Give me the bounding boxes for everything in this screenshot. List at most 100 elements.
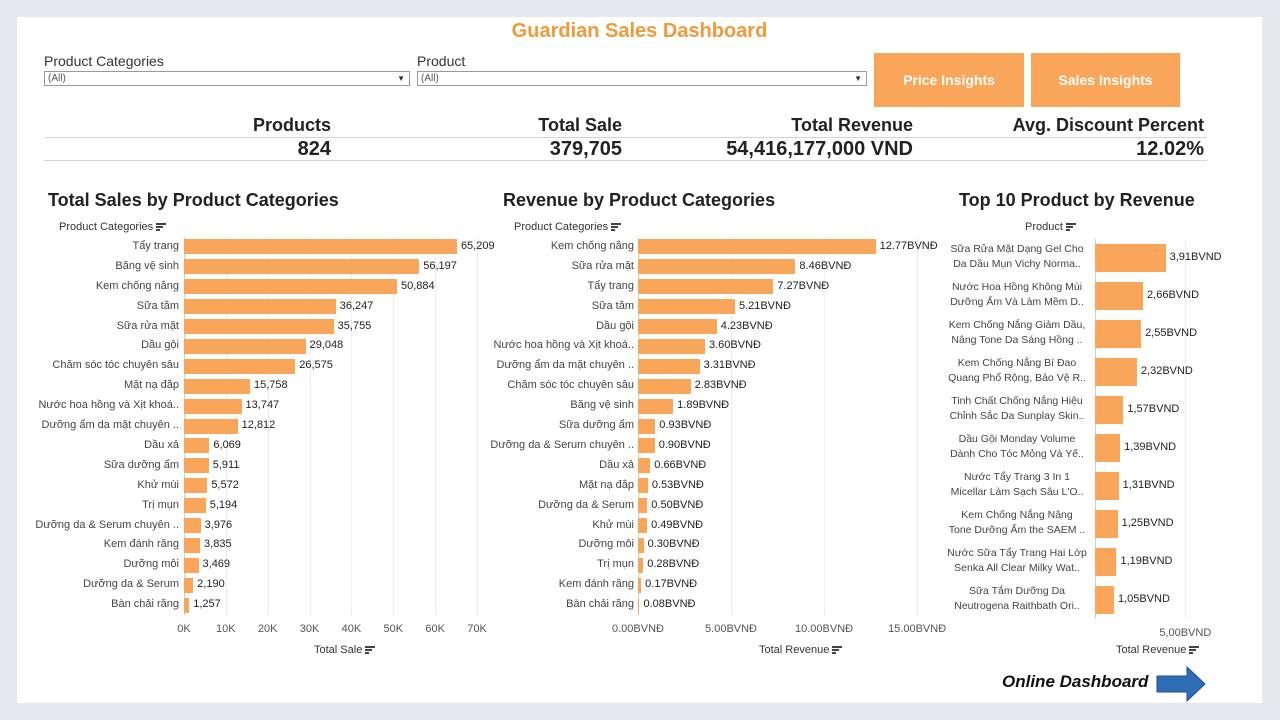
category-label-line: Senka All Clear Milky Wat.. <box>954 562 1080 574</box>
value-label: 1,05BVND <box>1117 593 1170 605</box>
bar[interactable] <box>1095 396 1124 424</box>
filter-categories-select[interactable]: (All) ▼ <box>44 71 410 86</box>
value-label: 3,976 <box>204 518 233 531</box>
bar[interactable] <box>184 299 336 315</box>
sort-icon[interactable] <box>1189 646 1200 654</box>
axis-label-text: Total Sale <box>314 644 363 656</box>
category-label-line: Sữa Rửa Mặt Dạng Gel Cho <box>950 243 1084 255</box>
filter-categories-value: (All) <box>48 73 66 84</box>
bar[interactable] <box>184 398 242 414</box>
bar[interactable] <box>638 378 691 394</box>
bar[interactable] <box>184 378 250 394</box>
bar[interactable] <box>184 557 199 573</box>
kpi-total-revenue-label: Total Revenue <box>791 115 913 135</box>
tick-label: 5,00BVND <box>1159 627 1212 639</box>
bar[interactable] <box>638 438 655 454</box>
value-label: 26,575 <box>299 359 333 372</box>
bar[interactable] <box>1095 472 1119 500</box>
category-label: Sữa Tắm Dưỡng Da Neutrogena Raithbath Ori… <box>942 584 1092 614</box>
category-label: Chăm sóc tóc chuyên sâu <box>52 359 179 372</box>
bar[interactable] <box>638 398 674 414</box>
bar[interactable] <box>1095 548 1117 576</box>
sort-icon[interactable] <box>832 646 843 654</box>
bar[interactable] <box>638 299 735 315</box>
bar[interactable] <box>638 239 876 255</box>
bar[interactable] <box>184 518 201 534</box>
bar[interactable] <box>184 597 190 613</box>
sort-icon[interactable] <box>1065 223 1076 231</box>
bar[interactable] <box>1095 282 1144 310</box>
bar[interactable] <box>638 518 648 534</box>
bar[interactable] <box>184 577 194 593</box>
category-label: Sữa rửa mặt <box>116 319 179 332</box>
tick-label: 5.00BVNĐ <box>705 623 758 636</box>
bar[interactable] <box>1095 358 1137 386</box>
category-label: Sữa rửa mặt <box>571 259 634 272</box>
axis-label: Total Sale <box>314 644 376 656</box>
value-label: 0.28BVNĐ <box>647 558 700 571</box>
bar[interactable] <box>638 597 640 613</box>
bar[interactable] <box>638 319 717 335</box>
sort-icon[interactable] <box>611 223 622 231</box>
value-label: 35,755 <box>337 319 372 332</box>
gridline <box>393 237 395 616</box>
value-label: 36,247 <box>339 299 374 312</box>
bar[interactable] <box>1095 244 1166 272</box>
bar[interactable] <box>638 458 651 474</box>
bar[interactable] <box>1095 586 1114 614</box>
bar[interactable] <box>1095 510 1118 538</box>
bar[interactable] <box>184 418 238 434</box>
category-header: Product Categories <box>59 221 167 233</box>
category-label: Chăm sóc tóc chuyên sâu <box>507 379 634 392</box>
category-label-line: Nước Tẩy Trang 3 In 1 <box>964 471 1070 483</box>
bar[interactable] <box>638 478 648 494</box>
bar[interactable] <box>638 557 644 573</box>
bar[interactable] <box>638 498 648 514</box>
category-label: Nước hoa hồng và Xịt khoá.. <box>493 339 634 352</box>
bar[interactable] <box>184 438 210 454</box>
bar[interactable] <box>638 577 642 593</box>
gridline <box>351 237 353 616</box>
bar[interactable] <box>638 279 774 295</box>
sort-icon[interactable] <box>365 646 376 654</box>
bar[interactable] <box>1095 434 1121 462</box>
online-dashboard-link[interactable]: Online Dashboard <box>1002 672 1149 691</box>
bar[interactable] <box>638 338 705 354</box>
category-label-line: Neutrogena Raithbath Ori.. <box>954 600 1080 612</box>
bar[interactable] <box>184 279 397 295</box>
bar[interactable] <box>184 537 201 553</box>
bar[interactable] <box>184 458 209 474</box>
bar[interactable] <box>638 259 796 275</box>
category-label-line: Kem Chống Nắng Giảm Dầu, <box>948 319 1086 331</box>
bar[interactable] <box>184 478 208 494</box>
arrow-right-icon[interactable] <box>1156 666 1206 702</box>
tick-label: 30K <box>299 623 320 636</box>
category-label: Khử mùi <box>137 478 179 491</box>
bar[interactable] <box>184 338 306 354</box>
kpi-avg-discount-label: Avg. Discount Percent <box>1012 115 1204 135</box>
value-label: 3,835 <box>204 538 232 551</box>
category-label: Nước Hoa Hồng Không Mùi Dưỡng Ẩm Và Làm M… <box>942 280 1092 310</box>
sort-icon[interactable] <box>156 223 167 231</box>
value-label: 2,66BVND <box>1147 289 1200 301</box>
category-label-line: Kem Chống Nắng Bí Đao <box>957 357 1077 369</box>
value-label: 1,19BVND <box>1120 555 1173 567</box>
bar[interactable] <box>184 259 420 275</box>
price-insights-button[interactable]: Price Insights <box>874 53 1024 107</box>
bar[interactable] <box>184 498 206 514</box>
filter-product-select[interactable]: (All) ▼ <box>417 71 867 86</box>
category-label-line: Micellar Làm Sạch Sâu L'O.. <box>950 486 1084 498</box>
bar[interactable] <box>184 319 334 335</box>
category-label: Dưỡng môi <box>123 558 179 571</box>
bar[interactable] <box>638 537 644 553</box>
bar[interactable] <box>638 358 700 374</box>
category-label: Kem Chống Nắng Bí Đao Quang Phổ Rộng, Bảo… <box>942 356 1092 386</box>
value-label: 1,257 <box>193 598 221 611</box>
bar[interactable] <box>1095 320 1142 348</box>
tick-label: 50K <box>383 623 404 636</box>
bar[interactable] <box>184 358 296 374</box>
bar[interactable] <box>184 239 457 255</box>
bar[interactable] <box>638 418 656 434</box>
value-label: 12,812 <box>241 419 276 432</box>
sales-insights-button[interactable]: Sales Insights <box>1031 53 1180 107</box>
